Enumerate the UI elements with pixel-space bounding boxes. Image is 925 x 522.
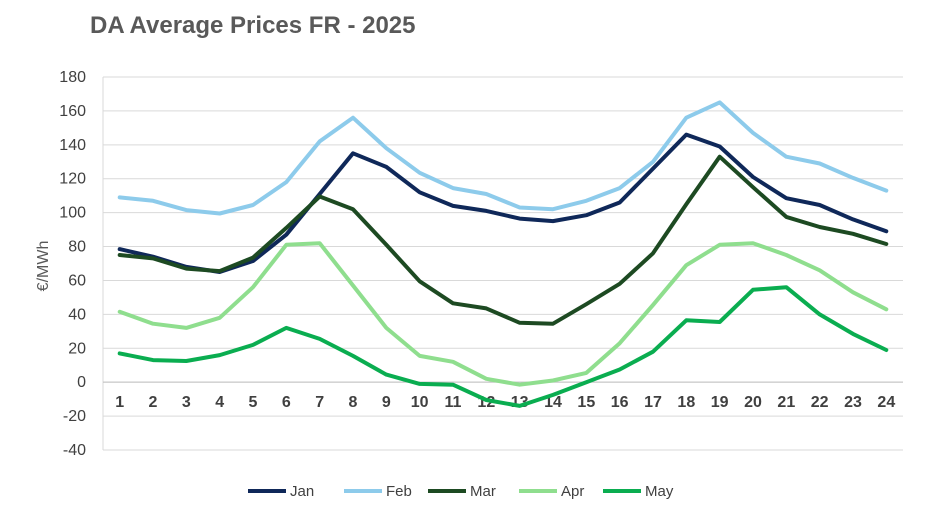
x-tick-label: 15 — [577, 394, 595, 411]
legend-item-apr: Apr — [519, 483, 584, 500]
legend-item-feb: Feb — [344, 483, 412, 500]
legend-item-may: May — [603, 483, 674, 500]
y-tick-label: 0 — [77, 374, 86, 391]
y-axis-label: €/MWh — [35, 241, 52, 292]
x-tick-label: 6 — [282, 394, 291, 411]
x-tick-label: 3 — [182, 394, 191, 411]
legend: Jan Feb Mar Apr May — [248, 483, 674, 500]
x-axis-ticks: 1 2 3 4 5 6 7 8 9 10 11 12 13 14 15 16 17 18 19 20 21 22 23 24 — [115, 394, 895, 411]
x-tick-label: 11 — [445, 394, 462, 411]
x-tick-label: 19 — [711, 394, 729, 411]
x-tick-label: 1 — [115, 394, 124, 411]
x-tick-label: 23 — [844, 394, 862, 411]
series-line-apr — [117, 241, 889, 387]
chart-title: DA Average Prices FR - 2025 — [90, 12, 416, 39]
series-lines — [117, 100, 889, 408]
y-tick-label: 180 — [59, 69, 86, 86]
x-tick-label: 10 — [411, 394, 429, 411]
series-line-jan — [117, 132, 889, 274]
legend-label: Feb — [386, 483, 412, 500]
x-tick-label: 20 — [744, 394, 762, 411]
legend-item-jan: Jan — [248, 483, 314, 500]
legend-label: Mar — [470, 483, 496, 500]
x-tick-label: 22 — [811, 394, 829, 411]
x-tick-label: 24 — [877, 394, 895, 411]
y-tick-label: 60 — [68, 272, 86, 289]
x-tick-label: 17 — [644, 394, 662, 411]
y-tick-label: 100 — [59, 205, 86, 222]
x-tick-label: 16 — [611, 394, 629, 411]
x-tick-label: 21 — [777, 394, 795, 411]
legend-label: Apr — [561, 483, 584, 500]
x-tick-label: 18 — [677, 394, 695, 411]
x-tick-label: 5 — [249, 394, 258, 411]
x-tick-label: 4 — [215, 394, 224, 411]
y-tick-label: -40 — [63, 442, 86, 459]
y-axis-ticks: -40 -20 0 20 40 60 80 100 120 140 160 180 — [59, 69, 86, 459]
x-tick-label: 7 — [315, 394, 324, 411]
y-tick-label: 80 — [68, 239, 86, 256]
legend-label: May — [645, 483, 674, 500]
y-tick-label: 140 — [59, 137, 86, 154]
series-line-mar — [117, 154, 889, 326]
x-tick-label: 8 — [349, 394, 358, 411]
y-tick-label: 120 — [59, 171, 86, 188]
x-tick-label: 9 — [382, 394, 391, 411]
y-tick-label: 160 — [59, 103, 86, 120]
series-line-may — [117, 285, 889, 408]
x-tick-label: 2 — [149, 394, 158, 411]
legend-label: Jan — [290, 483, 314, 500]
legend-item-mar: Mar — [428, 483, 496, 500]
y-tick-label: 40 — [68, 306, 86, 323]
y-tick-label: 20 — [68, 340, 86, 357]
y-tick-label: -20 — [63, 408, 86, 425]
series-line-feb — [117, 100, 889, 216]
